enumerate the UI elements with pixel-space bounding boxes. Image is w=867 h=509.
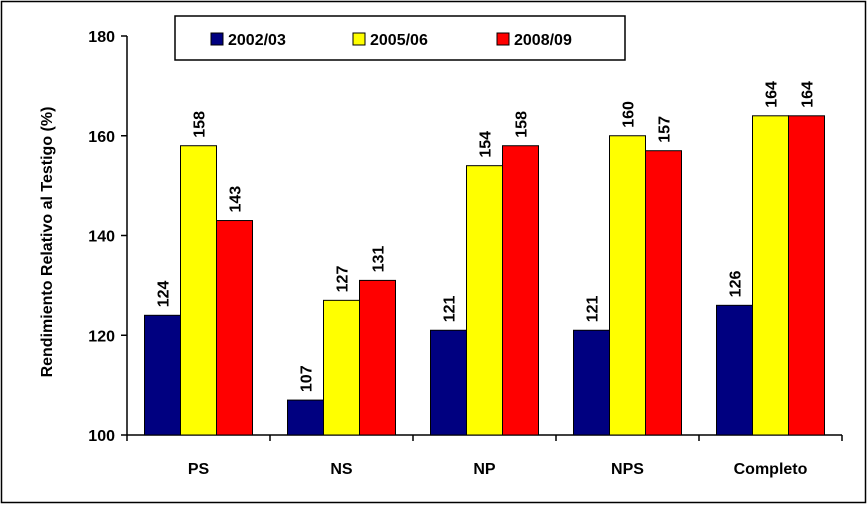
x-category-label: PS <box>188 461 210 478</box>
y-axis-label: Rendimiento Relativo al Testigo (%) <box>39 107 56 378</box>
bar-completo-2002-03 <box>716 304 753 436</box>
bar-ns-2002-03 <box>287 399 324 436</box>
data-label: 121 <box>585 295 602 322</box>
bars: 124 158 143 107 127 131 121 154 158 121 160 157 126 1… <box>144 81 825 436</box>
bar-ps-2008-09 <box>216 220 253 436</box>
data-label: 160 <box>621 101 638 128</box>
bar-completo-2005-06 <box>752 115 789 436</box>
bar-nps-2008-09 <box>645 150 682 436</box>
legend-box <box>174 15 626 61</box>
x-category-label: NP <box>473 461 496 478</box>
data-label: 107 <box>299 365 316 392</box>
legend-swatch <box>352 32 366 46</box>
legend: 2002/03 2005/06 2008/09 <box>174 15 626 61</box>
legend-swatch <box>496 32 510 46</box>
y-tick-label: 140 <box>88 229 115 246</box>
x-category-label: NPS <box>611 461 644 478</box>
x-category-label: Completo <box>734 461 808 478</box>
data-label: 164 <box>800 81 817 108</box>
data-label: 127 <box>335 266 352 293</box>
data-label: 164 <box>764 81 781 108</box>
data-label: 121 <box>442 295 459 322</box>
data-label: 124 <box>156 281 173 308</box>
bar-completo-2008-09 <box>788 115 825 436</box>
legend-swatch <box>210 32 224 46</box>
legend-label: 2002/03 <box>228 32 286 49</box>
x-category-label: NS <box>330 461 353 478</box>
bar-ps-2005-06 <box>180 145 217 436</box>
bar-np-2008-09 <box>502 145 539 436</box>
bar-nps-2002-03 <box>573 329 610 436</box>
y-tick-label: 100 <box>88 428 115 445</box>
bar-np-2005-06 <box>466 165 503 436</box>
bar-ns-2005-06 <box>323 299 360 436</box>
bar-np-2002-03 <box>430 329 467 436</box>
bar-ns-2008-09 <box>359 279 396 436</box>
data-label: 157 <box>657 116 674 143</box>
data-label: 131 <box>371 246 388 273</box>
legend-label: 2008/09 <box>514 32 572 49</box>
bar-nps-2005-06 <box>609 135 646 436</box>
y-tick-label: 120 <box>88 328 115 345</box>
data-label: 158 <box>192 111 209 138</box>
legend-label: 2005/06 <box>370 32 428 49</box>
y-tick-label: 160 <box>88 129 115 146</box>
bar-ps-2002-03 <box>144 314 181 436</box>
y-tick-label: 180 <box>88 29 115 46</box>
data-label: 154 <box>478 131 495 158</box>
data-label: 158 <box>514 111 531 138</box>
data-label: 143 <box>228 186 245 213</box>
data-label: 126 <box>728 271 745 298</box>
